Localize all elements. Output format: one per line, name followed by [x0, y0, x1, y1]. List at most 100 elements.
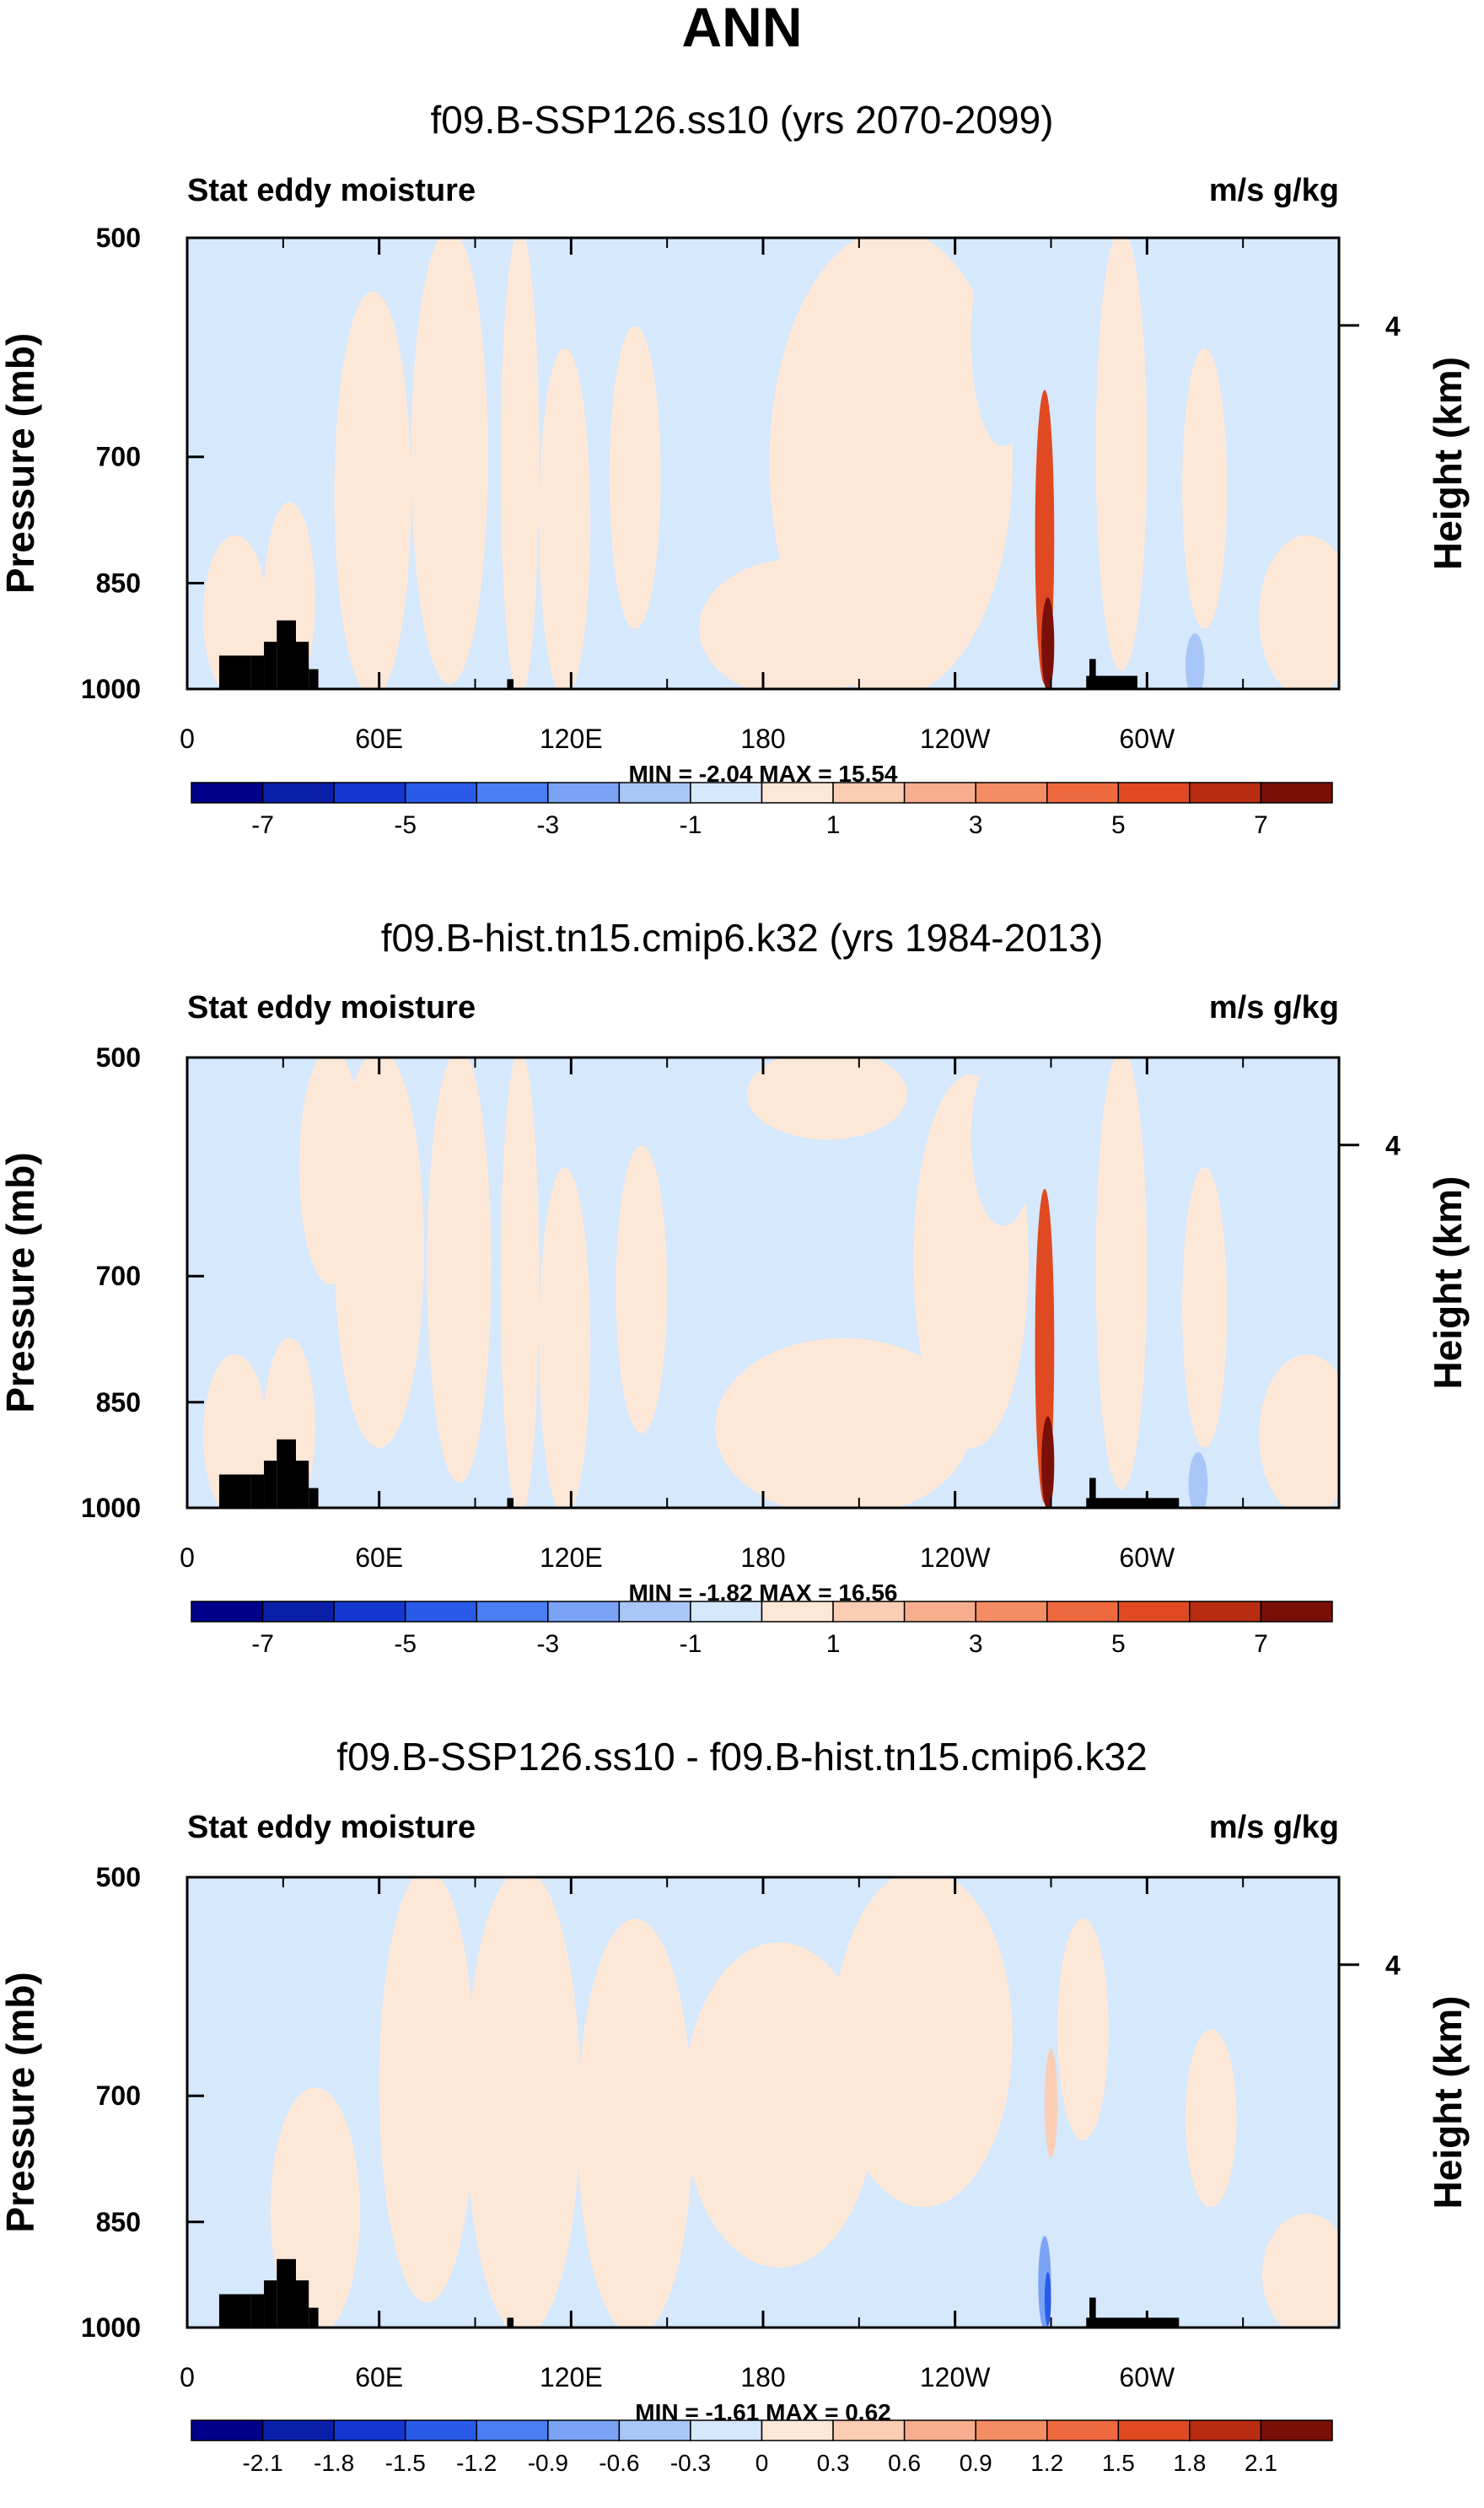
colorbar-label: 1: [826, 811, 841, 839]
contour-region-4: [298, 1058, 363, 1285]
colorbar-label: 3: [969, 1630, 983, 1658]
colorbar-swatch-15: [1189, 782, 1262, 804]
colorbar-label: -7: [251, 811, 274, 839]
contour-region-5: [833, 1877, 1013, 2208]
y2-tick-label: 4: [1385, 311, 1401, 342]
contour-region-6: [539, 347, 591, 689]
topography-bar-9: [1089, 659, 1096, 689]
colorbar-label: 7: [1254, 1630, 1268, 1658]
colorbar-swatch-10: [832, 1601, 906, 1623]
x-tick-label: 60E: [355, 2362, 403, 2392]
colorbar-swatch-13: [1046, 2419, 1120, 2441]
contour-field: [202, 1058, 1339, 1508]
y-tick-label: 850: [96, 2207, 141, 2237]
colorbar-swatch-7: [618, 1601, 691, 1623]
y-tick-label: 500: [96, 223, 141, 253]
colorbar-swatch-2: [261, 782, 335, 804]
y-tick-label: 1000: [81, 674, 141, 704]
colorbar-label: 7: [1254, 811, 1268, 839]
page-title: ANN: [682, 0, 803, 58]
colorbar-swatch-14: [1117, 782, 1191, 804]
colorbar-label: -3: [536, 811, 559, 839]
colorbar-swatch-10: [832, 2419, 906, 2441]
y-tick-label: 1000: [81, 2312, 141, 2343]
colorbar-swatch-13: [1046, 782, 1120, 804]
colorbar-swatch-12: [975, 2419, 1048, 2441]
colorbar-swatch-15: [1189, 2419, 1262, 2441]
colorbar-swatch-6: [547, 782, 621, 804]
colorbar-label: -1: [680, 1630, 702, 1658]
colorbar-swatch-1: [191, 2419, 264, 2441]
colorbar-label: 1: [826, 1630, 841, 1658]
y-tick-label: 500: [96, 1862, 141, 1892]
x-tick-label: 60W: [1119, 2362, 1175, 2392]
topography-bar-8: [1086, 1498, 1180, 1508]
colorbar-label: 0.9: [960, 2450, 992, 2476]
contour-field: [270, 1877, 1339, 2328]
contour-region-18: [1259, 1354, 1339, 1508]
topography-bar-4: [277, 2258, 297, 2328]
colorbar-swatch-7: [618, 2419, 691, 2441]
chart-left-label: Stat eddy moisture: [187, 1810, 476, 1845]
colorbar: -7 -5 -3 -1 1 3 5 7: [191, 1601, 1333, 1658]
colorbar-swatch-4: [404, 2419, 477, 2441]
contour-region-9: [1185, 2029, 1237, 2208]
colorbar-label: -1.5: [385, 2450, 426, 2476]
colorbar-label: 3: [969, 811, 983, 839]
contour-region-8: [616, 1145, 668, 1434]
chart-left-label: Stat eddy moisture: [187, 173, 476, 208]
x-tick-label: 120E: [540, 1542, 603, 1573]
y-tick-label: 700: [96, 442, 141, 472]
contour-region-5: [427, 1058, 492, 1483]
contour-region-14: [1182, 1167, 1228, 1448]
contour-region-17: [1188, 1452, 1208, 1508]
y-tick-label: 700: [96, 2080, 141, 2111]
y-tick-label: 850: [96, 1387, 141, 1418]
colorbar-swatch-3: [333, 1601, 406, 1623]
colorbar-swatch-5: [476, 1601, 549, 1623]
x-tick-label: 120W: [920, 1542, 991, 1573]
y-axis-title: Pressure (mb): [0, 1152, 42, 1413]
x-tick-label: 0: [180, 2362, 195, 2392]
contour-region-4: [683, 1942, 875, 2268]
contour-region-13: [1095, 1058, 1148, 1490]
colorbar-swatch-9: [761, 782, 834, 804]
contour-region-5: [500, 238, 540, 689]
colorbar-label: -7: [251, 1630, 274, 1658]
colorbar-label: -0.3: [670, 2450, 711, 2476]
y2-axis-title: Height (km): [1426, 1996, 1470, 2209]
topography-bar-7: [507, 1498, 514, 1508]
y-axis-title: Pressure (mb): [0, 333, 42, 594]
colorbar-swatch-16: [1260, 2419, 1333, 2441]
chart-units-label: m/s g/kg: [1209, 1810, 1339, 1845]
contour-region-1: [202, 535, 267, 689]
colorbar-swatch-12: [975, 1601, 1048, 1623]
colorbar-label: -1.2: [456, 2450, 497, 2476]
colorbar-swatch-10: [832, 782, 906, 804]
colorbar-label: 1.8: [1173, 2450, 1206, 2476]
colorbar-label: -0.6: [599, 2450, 639, 2476]
topography-bar-5: [296, 2280, 309, 2328]
y-tick-label: 500: [96, 1042, 141, 1073]
contour-region-16: [1259, 535, 1339, 689]
topography-bar-1: [218, 1474, 251, 1508]
panels: f09.B-SSP126.ss10 (yrs 2070-2099) Stat ed…: [0, 98, 1470, 2476]
topography-bar-2: [250, 655, 265, 689]
topography-bar-6: [309, 669, 319, 689]
colorbar-swatch-5: [476, 782, 549, 804]
colorbar-label: 0.6: [888, 2450, 921, 2476]
y-axis-title: Pressure (mb): [0, 1972, 42, 2232]
topography: [218, 620, 1137, 689]
topography-bar-7: [507, 679, 514, 689]
topography-bar-3: [264, 1461, 277, 1508]
contour-region-1: [379, 1877, 476, 2303]
contour-region-12: [1041, 1416, 1055, 1508]
contour-region-15: [1185, 632, 1205, 689]
chart-units-label: m/s g/kg: [1209, 990, 1339, 1025]
chart-title: f09.B-SSP126.ss10 (yrs 2070-2099): [431, 98, 1054, 142]
colorbar-swatch-9: [761, 1601, 834, 1623]
topography-bar-3: [264, 2280, 277, 2328]
colorbar-swatch-11: [903, 782, 976, 804]
contour-region-14: [971, 238, 1035, 447]
topography-bar-8: [1086, 2317, 1180, 2328]
